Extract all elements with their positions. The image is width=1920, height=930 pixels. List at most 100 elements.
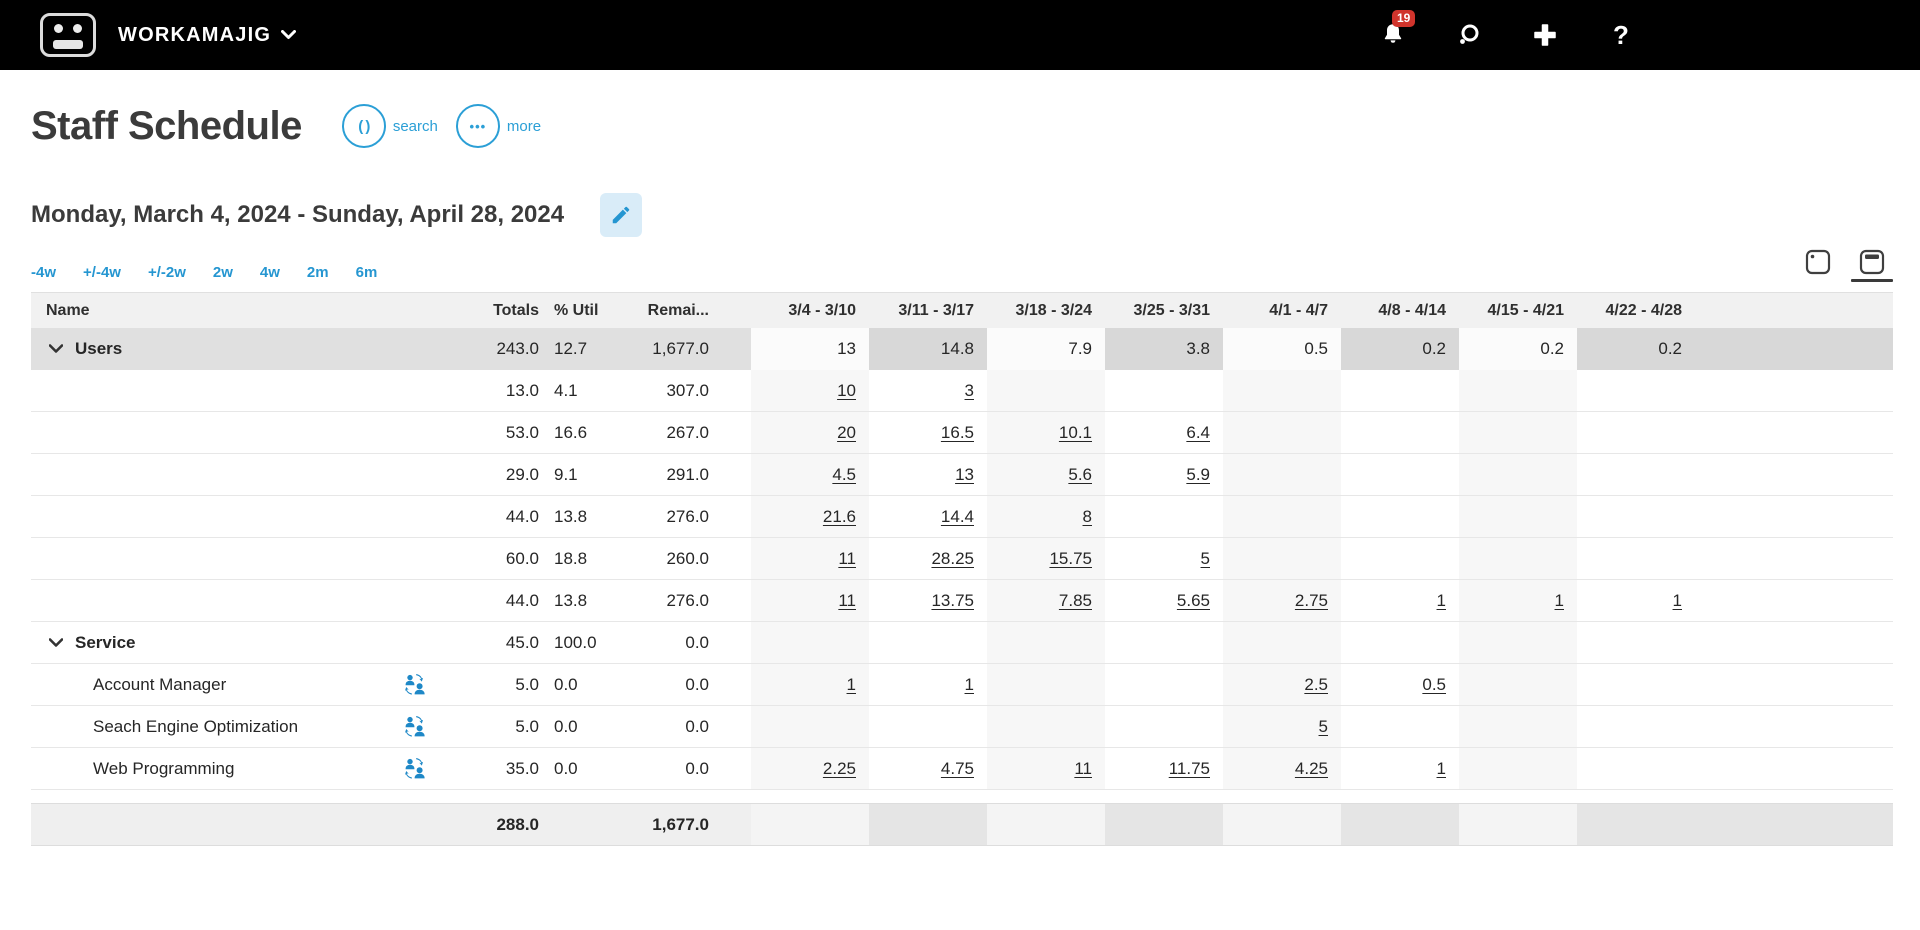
week-hours-link[interactable]: 2.75 — [1294, 590, 1328, 610]
range-link-4w[interactable]: +/-4w — [83, 264, 121, 281]
more-button-label: more — [506, 117, 542, 135]
util-cell: 9.1 — [554, 464, 578, 484]
global-search-button[interactable] — [1454, 18, 1484, 52]
week-cell: 20 — [751, 412, 869, 453]
week-hours-link[interactable]: 4.75 — [940, 758, 974, 778]
week-hours-link[interactable]: 6.4 — [1186, 422, 1210, 442]
compact-view-toggle[interactable] — [1805, 249, 1831, 275]
week-cell: 16.5 — [869, 412, 987, 453]
notifications-button[interactable]: 19 — [1378, 10, 1416, 52]
week-hours-link[interactable]: 11.75 — [1168, 758, 1210, 778]
chevron-down-icon[interactable] — [49, 637, 63, 648]
search-button[interactable]: ( ) search — [341, 104, 438, 148]
logo-eye — [54, 24, 63, 33]
util-cell: 4.1 — [554, 380, 578, 400]
name-cell — [31, 454, 421, 495]
week-hours-link[interactable]: 5 — [1318, 716, 1328, 736]
assign-staff-icon[interactable] — [403, 715, 427, 739]
range-link-6m[interactable]: 6m — [355, 264, 378, 281]
week-cell: 5.6 — [987, 454, 1105, 495]
search-button-label: search — [392, 117, 438, 135]
week-hours-link[interactable]: 0.5 — [1422, 674, 1446, 694]
week-cell: 8 — [987, 496, 1105, 537]
table-row: 53.0 16.6 267.0 20 16.5 10.1 6.4 — [31, 412, 1893, 454]
filler-cell — [1695, 706, 1893, 747]
spacer-cell — [714, 622, 751, 663]
week-hours-link[interactable]: 4.5 — [832, 464, 856, 484]
week-cell — [1223, 622, 1341, 663]
range-link-2m[interactable]: 2m — [306, 264, 329, 281]
week-hours-link[interactable]: 5.6 — [1068, 464, 1092, 484]
help-button[interactable]: ? — [1606, 18, 1636, 52]
range-link-4w[interactable]: 4w — [259, 264, 280, 281]
remaining-cell: 1,677.0 — [652, 814, 709, 834]
totals-cell: Totals — [493, 301, 539, 319]
week-hours-link[interactable]: 8 — [1082, 506, 1092, 526]
logo-mouth — [53, 40, 83, 49]
search-icon — [1460, 24, 1479, 44]
week-cell — [751, 706, 869, 747]
week-hours-link[interactable]: 5 — [1200, 548, 1210, 568]
week-cell — [1223, 412, 1341, 453]
week-column-header: 3/4 - 3/10 — [788, 301, 856, 319]
range-link-2w[interactable]: +/-2w — [147, 264, 186, 281]
week-hours-link[interactable]: 21.6 — [822, 506, 856, 526]
week-cell: 14.8 — [869, 328, 987, 370]
week-cell — [987, 664, 1105, 705]
week-hours-link[interactable]: 20 — [837, 422, 856, 442]
add-button[interactable] — [1530, 18, 1560, 52]
week-hours-link[interactable]: 13 — [955, 464, 974, 484]
week-hours-link[interactable]: 13.75 — [931, 590, 974, 610]
week-hours-link[interactable]: 16.5 — [940, 422, 974, 442]
week-hours-link[interactable]: 2.25 — [822, 758, 856, 778]
week-hours-link[interactable]: 4.25 — [1294, 758, 1328, 778]
week-hours-link[interactable]: 11 — [838, 590, 856, 610]
totals-cell: 243.0 — [496, 339, 539, 358]
week-hours-link[interactable]: 11 — [1074, 758, 1092, 778]
week-column-header: 4/8 - 4/14 — [1378, 301, 1446, 319]
brand-menu[interactable]: WORKAMAJIG — [118, 24, 297, 47]
remaining-cell: Remai... — [647, 301, 709, 319]
assign-staff-icon[interactable] — [403, 757, 427, 781]
header-view-toggle[interactable] — [1851, 249, 1893, 282]
range-link-2w[interactable]: 2w — [212, 264, 233, 281]
week-cell — [1459, 412, 1577, 453]
week-hours-link[interactable]: 1 — [964, 674, 974, 694]
workamajig-logo-icon[interactable] — [40, 13, 96, 57]
week-cell: 4.25 — [1223, 748, 1341, 789]
week-hours-link[interactable]: 15.75 — [1049, 548, 1092, 568]
week-hours-link[interactable]: 3 — [964, 380, 974, 400]
more-button[interactable]: ••• more — [455, 104, 542, 148]
util-cell — [547, 804, 621, 845]
week-hours-link[interactable]: 1 — [846, 674, 856, 694]
chevron-down-icon[interactable] — [49, 344, 63, 354]
grand-totals-row: 288.0 1,677.0 — [31, 803, 1893, 846]
top-nav-bar: WORKAMAJIG 19 ? — [0, 0, 1920, 70]
week-hours-link[interactable]: 1 — [1436, 590, 1446, 610]
week-hours-link[interactable]: 10.1 — [1058, 422, 1092, 442]
week-cell: 15.75 — [987, 538, 1105, 579]
assign-staff-icon[interactable] — [403, 673, 427, 697]
week-cell — [1341, 370, 1459, 411]
week-cell: 1 — [1341, 580, 1459, 621]
week-hours-link[interactable]: 5.65 — [1176, 590, 1210, 610]
range-link-4w[interactable]: -4w — [31, 264, 57, 281]
week-hours-link[interactable]: 14.4 — [940, 506, 974, 526]
week-cell — [1577, 538, 1695, 579]
week-hours-link[interactable]: 1 — [1554, 590, 1564, 610]
util-cell: 12.7 — [554, 339, 588, 358]
filler-cell — [1695, 328, 1893, 370]
week-hours-link[interactable]: 7.85 — [1058, 590, 1092, 610]
week-hours-link[interactable]: 28.25 — [931, 548, 974, 568]
edit-date-range-button[interactable] — [600, 193, 643, 237]
service-name: Seach Engine Optimization — [93, 716, 299, 736]
week-hours-link[interactable]: 10 — [837, 380, 856, 400]
week-hours-link[interactable]: 11 — [838, 548, 856, 568]
table-row: 44.0 13.8 276.0 21.6 14.4 8 — [31, 496, 1893, 538]
table-row: Web Programming 35.0 0.0 0.0 2.25 4.75 11 11.75… — [31, 748, 1893, 790]
week-cell: 11.75 — [1105, 748, 1223, 789]
week-hours-link[interactable]: 5.9 — [1186, 464, 1210, 484]
week-hours-link[interactable]: 1 — [1436, 758, 1446, 778]
week-hours-link[interactable]: 2.5 — [1304, 674, 1328, 694]
week-hours-link[interactable]: 1 — [1672, 590, 1682, 610]
